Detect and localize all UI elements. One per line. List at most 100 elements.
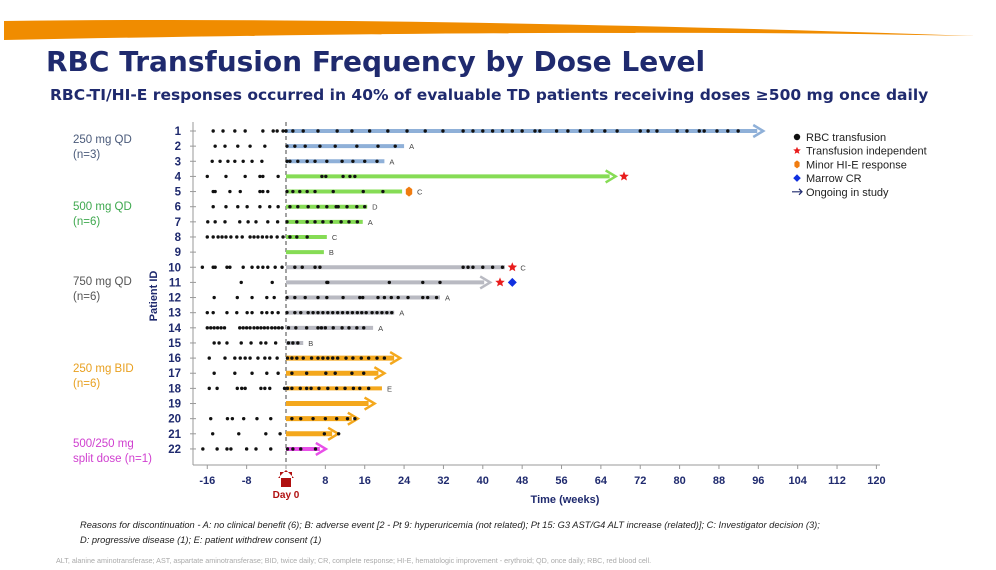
patient-id-label: 3 [175,156,181,168]
circle-icon [793,133,801,141]
x-tick-label: -8 [242,475,252,487]
patient-id-label: 22 [168,444,181,456]
x-tick-label: 56 [555,475,567,487]
rbc-transfusion-dot [241,159,245,163]
rbc-transfusion-dot [259,341,263,345]
rbc-transfusion-dot [296,341,300,345]
rbc-transfusion-dot [212,341,216,345]
rbc-transfusion-dot [207,356,211,360]
x-tick-label: 112 [828,475,846,487]
rbc-transfusion-dot [236,205,240,209]
patient-id-label: 8 [175,232,182,244]
x-tick-label: 72 [634,475,646,487]
rbc-transfusion-dot [285,220,289,224]
rbc-transfusion-dot [264,432,268,436]
rbc-transfusion-dot [441,129,445,133]
ongoing-arrow-icon [363,396,377,411]
rbc-transfusion-dot [258,174,262,179]
rbc-transfusion-dot [340,159,344,163]
diamond-icon [793,174,801,182]
rbc-transfusion-dot [358,295,362,300]
rbc-transfusion-dot [260,159,264,163]
rbc-transfusion-dot [293,265,297,269]
patient-row-20: 20 [168,411,361,426]
rbc-transfusion-dot [344,356,348,360]
rbc-transfusion-dot [363,205,367,209]
x-tick-label: 40 [477,475,489,487]
orange-swoosh [4,20,975,40]
rbc-transfusion-dot [280,326,284,330]
rbc-transfusion-dot [316,205,320,209]
x-tick-label: 24 [398,475,411,487]
patient-row-21: 21 [168,426,341,441]
x-tick-label: 104 [789,475,808,487]
rbc-transfusion-dot [333,371,337,375]
x-tick-label: 120 [867,475,885,487]
rbc-transfusion-dot [326,280,330,285]
rbc-transfusion-dot [434,295,439,300]
patient-row-4: 4 [175,169,629,184]
discontinuation-reason: A [445,294,450,303]
patient-id-label: 1 [175,126,182,138]
rbc-transfusion-dot [212,326,216,330]
rbc-transfusion-dot [296,205,300,209]
rbc-transfusion-dot [295,220,299,224]
rbc-transfusion-dot [366,386,371,391]
rbc-transfusion-dot [241,326,245,330]
dose-group-label: 250 mg BID [73,363,134,375]
rbc-transfusion-dot [235,386,239,391]
rbc-transfusion-dot [331,189,335,194]
patient-row-10: 10 C [168,262,526,274]
rbc-transfusion-dot [213,144,217,148]
rbc-transfusion-dot [313,447,318,451]
rbc-transfusion-dot [243,174,247,179]
rbc-transfusion-dot [329,220,333,224]
discontinuation-reason: A [399,309,404,318]
rbc-transfusion-dot [303,295,307,300]
rbc-transfusion-dot [380,310,384,315]
dose-group-count: (n=6) [73,216,100,228]
patient-id-label: 16 [168,353,181,365]
rbc-transfusion-dot [262,326,267,330]
rbc-transfusion-dot [347,220,351,224]
rbc-transfusion-dot [230,416,235,421]
rbc-transfusion-dot [273,265,277,269]
rbc-transfusion-dot [217,341,221,345]
day0-label: Day 0 [273,490,300,501]
patient-id-label: 15 [168,338,181,350]
rbc-transfusion-dot [241,265,245,269]
rbc-transfusion-dot [275,235,279,239]
rbc-transfusion-dot [276,326,281,330]
page-title: RBC Transfusion Frequency by Dose Level [46,45,705,78]
rbc-transfusion-dot [285,356,290,360]
rbc-transfusion-dot [317,386,321,391]
rbc-transfusion-dot [229,235,233,239]
rbc-transfusion-dot [270,280,274,285]
rbc-transfusion-dot [350,129,354,133]
rbc-transfusion-dot [212,371,216,375]
rbc-transfusion-dot [269,447,273,451]
rbc-transfusion-dot [375,310,379,315]
rbc-transfusion-dot [233,159,237,163]
arrow-icon [792,188,803,196]
rbc-transfusion-dot [237,432,241,436]
x-tick-label: 96 [752,475,764,487]
rbc-transfusion-dot [225,447,229,451]
rbc-transfusion-dot [316,326,320,330]
dose-group-count: (n=6) [73,291,100,303]
rbc-transfusion-dot [270,310,274,315]
rbc-transfusion-dot [285,310,289,315]
day0-arrow-icon [278,470,294,487]
rbc-transfusion-dot [375,356,379,360]
patient-id-label: 5 [175,187,182,199]
rbc-transfusion-dot [220,235,224,239]
rbc-transfusion-dot [276,310,280,315]
rbc-transfusion-dot [355,310,360,315]
rbc-transfusion-dot [304,326,309,330]
rbc-transfusion-dot [305,189,309,194]
rbc-transfusion-dot [355,144,359,148]
discontinuation-reason: B [308,339,313,348]
rbc-transfusion-dot [313,265,317,269]
